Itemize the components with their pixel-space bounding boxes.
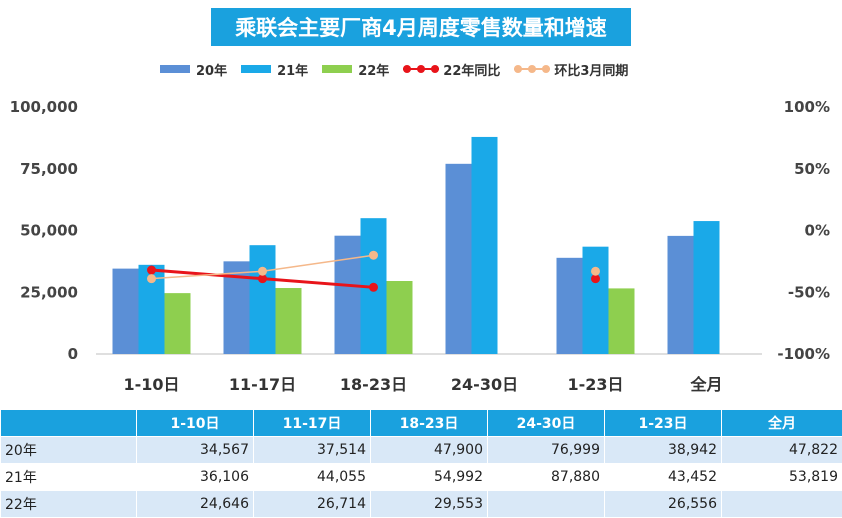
table-cell: 87,880 [487,463,605,491]
table-cell: 36,106 [136,463,254,491]
legend-label-20: 20年 [196,63,228,79]
legend-item-mom: 环比3月同期 [514,60,628,79]
table-cell: 54,992 [370,463,488,491]
point-22年同比 [258,274,267,284]
table-cell: 43,452 [604,463,722,491]
bar-21年 [582,246,609,354]
legend-item-21: 21年 [241,60,308,79]
y-right-tick-label: 50% [794,160,830,178]
chart-legend: 20年 21年 22年 22年同比 环比3月同期 [160,60,642,79]
x-tick-label: 1-10日 [123,375,179,394]
bar-20年 [334,235,361,354]
bar-22年 [608,288,635,354]
y-left-tick-label: 50,000 [20,222,78,240]
table-cell [487,490,605,518]
bar-20年 [112,268,139,354]
chart-canvas: 0 25,000 50,000 75,000 100,000 -100% -50% 0% 50%… [10,98,830,394]
legend-swatch-20 [160,65,190,73]
row-label: 22年 [0,490,137,518]
row-label: 21年 [0,463,137,491]
bar-20年 [556,257,583,354]
y-right-tick-label: 100% [784,98,830,116]
table-cell: 37,514 [253,436,371,464]
legend-line-yoy [403,64,440,74]
table-cell: 29,553 [370,490,488,518]
table-row: 22年 24,646 26,714 29,553 26,556 [0,490,842,518]
chart-title: 乘联会主要厂商4月周度零售数量和增速 [211,8,631,46]
point-环比3月同期 [369,250,378,260]
table-header: 24-30日 [487,409,605,437]
table-header: 1-10日 [136,409,254,437]
y-right-tick-label: -100% [777,345,830,363]
x-tick-label: 24-30日 [451,375,518,394]
table-corner [0,409,137,437]
bar-21年 [471,136,498,354]
x-tick-label: 1-23日 [567,375,623,394]
table-header: 18-23日 [370,409,488,437]
y-right-tick-label: -50% [788,283,830,301]
table-cell: 24,646 [136,490,254,518]
row-label: 20年 [0,436,137,464]
legend-line-mom [514,64,551,74]
data-table: 1-10日 11-17日 18-23日 24-30日 1-23日 全月 20年 … [0,409,842,518]
y-right-tick-label: 0% [805,222,830,240]
point-环比3月同期 [258,266,267,276]
bar-21年 [249,245,276,354]
y-left-tick-label: 0 [68,345,78,363]
table-cell: 34,567 [136,436,254,464]
legend-label-22: 22年 [358,63,390,79]
legend-item-22: 22年 [322,60,389,79]
table-cell: 53,819 [721,463,842,491]
y-left-tick-label: 75,000 [20,160,78,178]
table-row: 20年 34,567 37,514 47,900 76,999 38,942 4… [0,436,842,464]
legend-item-yoy: 22年同比 [403,60,500,79]
legend-label-mom: 环比3月同期 [554,63,629,79]
legend-label-21: 21年 [277,63,309,79]
legend-swatch-22 [322,65,353,73]
bar-21年 [693,221,720,354]
x-tick-label: 全月 [689,375,722,394]
table-cell [721,490,842,518]
table-cell: 26,556 [604,490,722,518]
table-cell: 47,900 [370,436,488,464]
table-cell: 44,055 [253,463,371,491]
bar-20年 [667,235,694,354]
bar-22年 [164,293,191,354]
table-header: 11-17日 [253,409,371,437]
point-22年同比 [147,265,156,275]
legend-swatch-21 [241,65,272,73]
legend-item-20: 20年 [160,60,227,79]
legend-label-yoy: 22年同比 [443,63,501,79]
y-left-tick-label: 25,000 [20,283,78,301]
table-cell: 26,714 [253,490,371,518]
table-cell: 38,942 [604,436,722,464]
y-left-tick-label: 100,000 [10,98,78,116]
x-tick-label: 11-17日 [229,375,296,394]
table-header: 全月 [721,409,842,437]
point-22年同比 [591,274,600,284]
point-环比3月同期 [147,274,156,284]
bar-22年 [386,281,413,354]
table-cell: 47,822 [721,436,842,464]
table-header-row: 1-10日 11-17日 18-23日 24-30日 1-23日 全月 [0,409,842,437]
point-环比3月同期 [591,266,600,276]
bar-20年 [445,163,472,354]
bar-22年 [275,288,302,354]
x-tick-label: 18-23日 [340,375,407,394]
table-header: 1-23日 [604,409,722,437]
point-22年同比 [369,282,378,292]
table-cell: 76,999 [487,436,605,464]
table-row: 21年 36,106 44,055 54,992 87,880 43,452 5… [0,463,842,491]
